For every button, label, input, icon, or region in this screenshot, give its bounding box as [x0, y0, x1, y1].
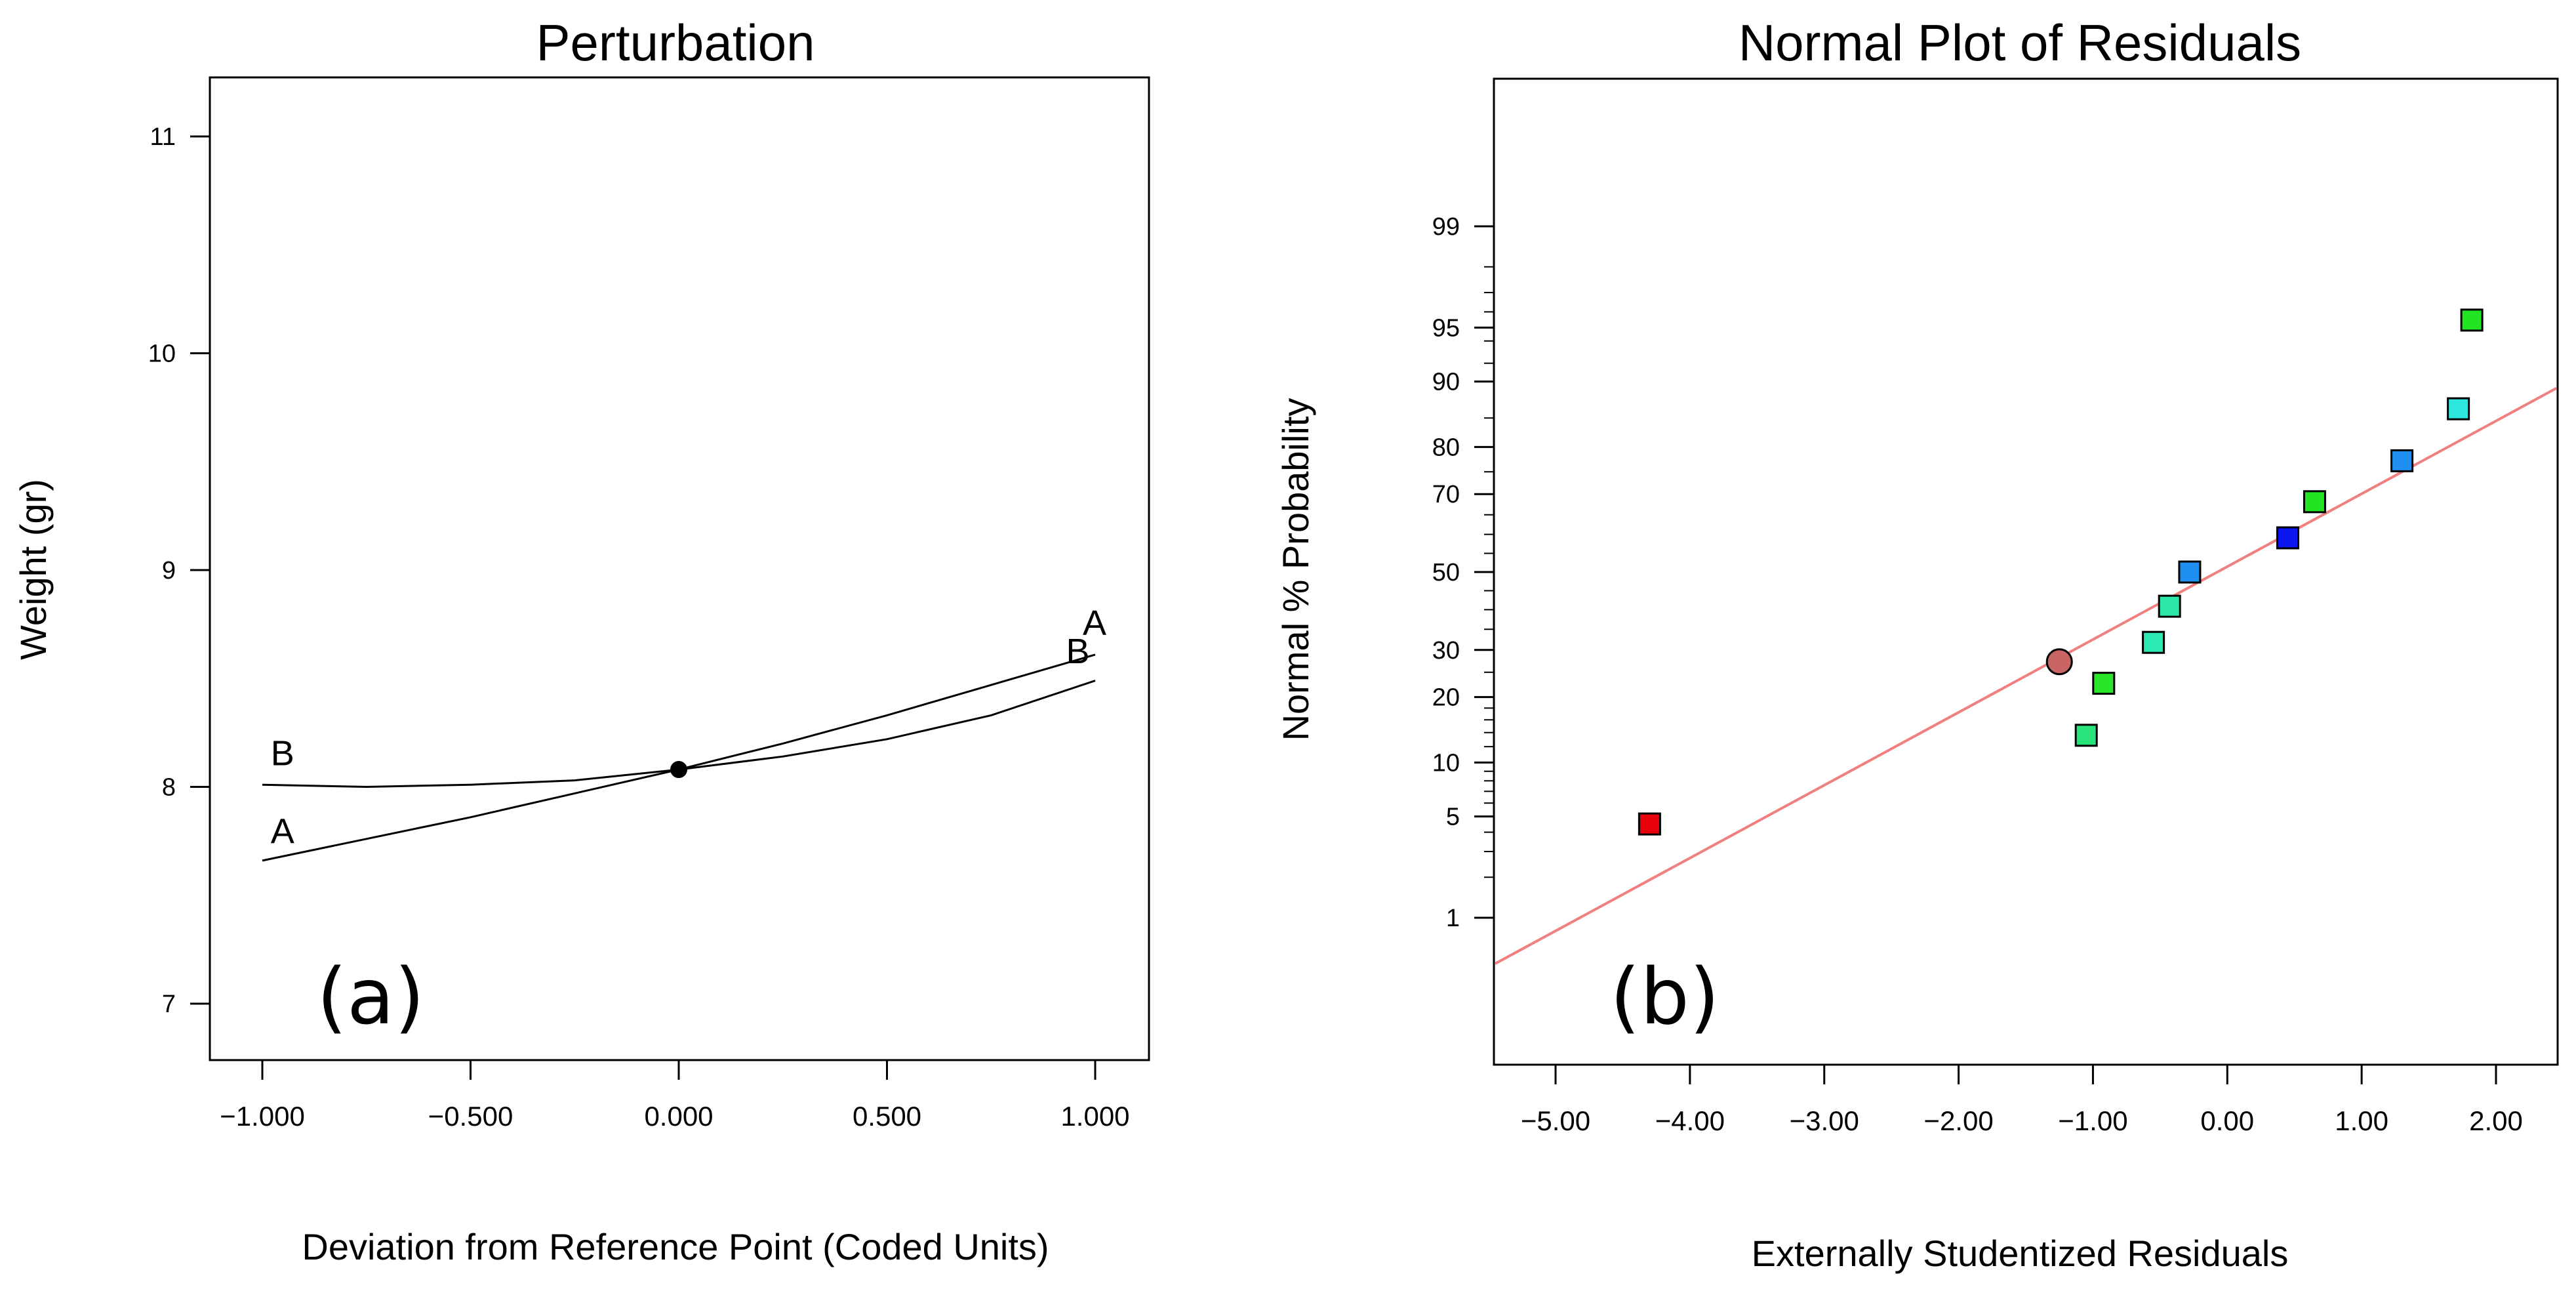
y-axis-ticks: 7 8 9 10 11	[148, 123, 210, 1018]
x-tick-label: −1.000	[220, 1101, 305, 1132]
x-tick-label: 1.00	[2335, 1105, 2388, 1136]
y-tick-label: 10	[148, 340, 176, 368]
y-tick-label: 7	[162, 991, 176, 1018]
y-tick-label: 20	[1432, 684, 1460, 712]
fit-line	[1494, 386, 2558, 965]
x-tick-label: −0.500	[428, 1101, 513, 1132]
y-axis-label: Weight (gr)	[12, 479, 54, 660]
panel-label: (a)	[317, 951, 424, 1042]
x-tick-label: −1.00	[2058, 1105, 2127, 1136]
y-axis-label: Normal % Probability	[1275, 398, 1316, 741]
data-point	[2178, 560, 2202, 584]
x-tick-label: 0.500	[853, 1101, 921, 1132]
data-point	[2158, 594, 2181, 618]
plot-frame	[1493, 77, 2559, 1066]
y-tick-label: 8	[162, 774, 176, 802]
series-label: A	[271, 811, 294, 851]
y-tick-label: 95	[1432, 314, 1460, 342]
series-lines	[262, 653, 1096, 862]
data-point	[1638, 812, 1661, 836]
perturbation-chart: Perturbation 7 8 9 10 11 −1.000 −0.500 0.000 0.…	[12, 14, 1150, 1267]
chart-title: Perturbation	[536, 14, 815, 72]
data-point	[2142, 630, 2165, 654]
y-tick-label: 99	[1432, 213, 1460, 241]
series-label: A	[1083, 604, 1106, 643]
data-point	[2045, 648, 2073, 676]
y-axis-ticks: 1 5 10 20 30 50 70 80 90 95 99	[1432, 213, 1494, 932]
y-tick-label: 80	[1432, 434, 1460, 461]
x-axis-ticks: −1.000 −0.500 0.000 0.500 1.000	[220, 1060, 1130, 1132]
data-point	[2390, 449, 2414, 472]
series-label: B	[1066, 632, 1090, 671]
x-tick-label: −5.00	[1521, 1105, 1590, 1136]
data-point	[2276, 526, 2299, 550]
x-tick-label: −3.00	[1790, 1105, 1859, 1136]
x-axis-ticks: −5.00 −4.00 −3.00 −2.00 −1.00 0.00 1.00 2.00	[1521, 1065, 2523, 1136]
normal-plot-chart: Normal Plot of Residuals 1 5 10 20 30 50 70 80 9…	[1275, 14, 2559, 1274]
y-tick-label: 9	[162, 557, 176, 584]
y-tick-label: 1	[1446, 905, 1460, 932]
y-tick-label: 11	[150, 123, 176, 151]
y-tick-label: 10	[1432, 749, 1460, 777]
x-axis-label: Deviation from Reference Point (Coded Un…	[302, 1226, 1049, 1267]
x-tick-label: −2.00	[1923, 1105, 1993, 1136]
y-tick-label: 90	[1432, 369, 1460, 396]
x-tick-label: 2.00	[2469, 1105, 2523, 1136]
y-tick-label: 5	[1446, 804, 1460, 831]
x-tick-label: 1.000	[1060, 1101, 1129, 1132]
data-point	[2460, 308, 2484, 332]
reference-point	[670, 761, 687, 779]
x-tick-label: −4.00	[1655, 1105, 1725, 1136]
panel-label: (b)	[1610, 951, 1720, 1042]
data-point	[2074, 724, 2098, 747]
data-point	[2447, 397, 2470, 420]
data-points	[1638, 308, 2484, 836]
data-point	[2092, 672, 2116, 695]
data-point	[2303, 490, 2326, 514]
x-tick-label: 0.000	[644, 1101, 713, 1132]
x-tick-label: 0.00	[2200, 1105, 2254, 1136]
y-tick-label: 30	[1432, 637, 1460, 665]
series-line-a	[262, 653, 1096, 862]
series-label: B	[271, 733, 294, 773]
chart-title: Normal Plot of Residuals	[1739, 14, 2301, 72]
x-axis-label: Externally Studentized Residuals	[1752, 1233, 2289, 1274]
plot-frame	[209, 76, 1150, 1061]
y-tick-label: 70	[1432, 481, 1460, 508]
y-tick-label: 50	[1432, 559, 1460, 586]
